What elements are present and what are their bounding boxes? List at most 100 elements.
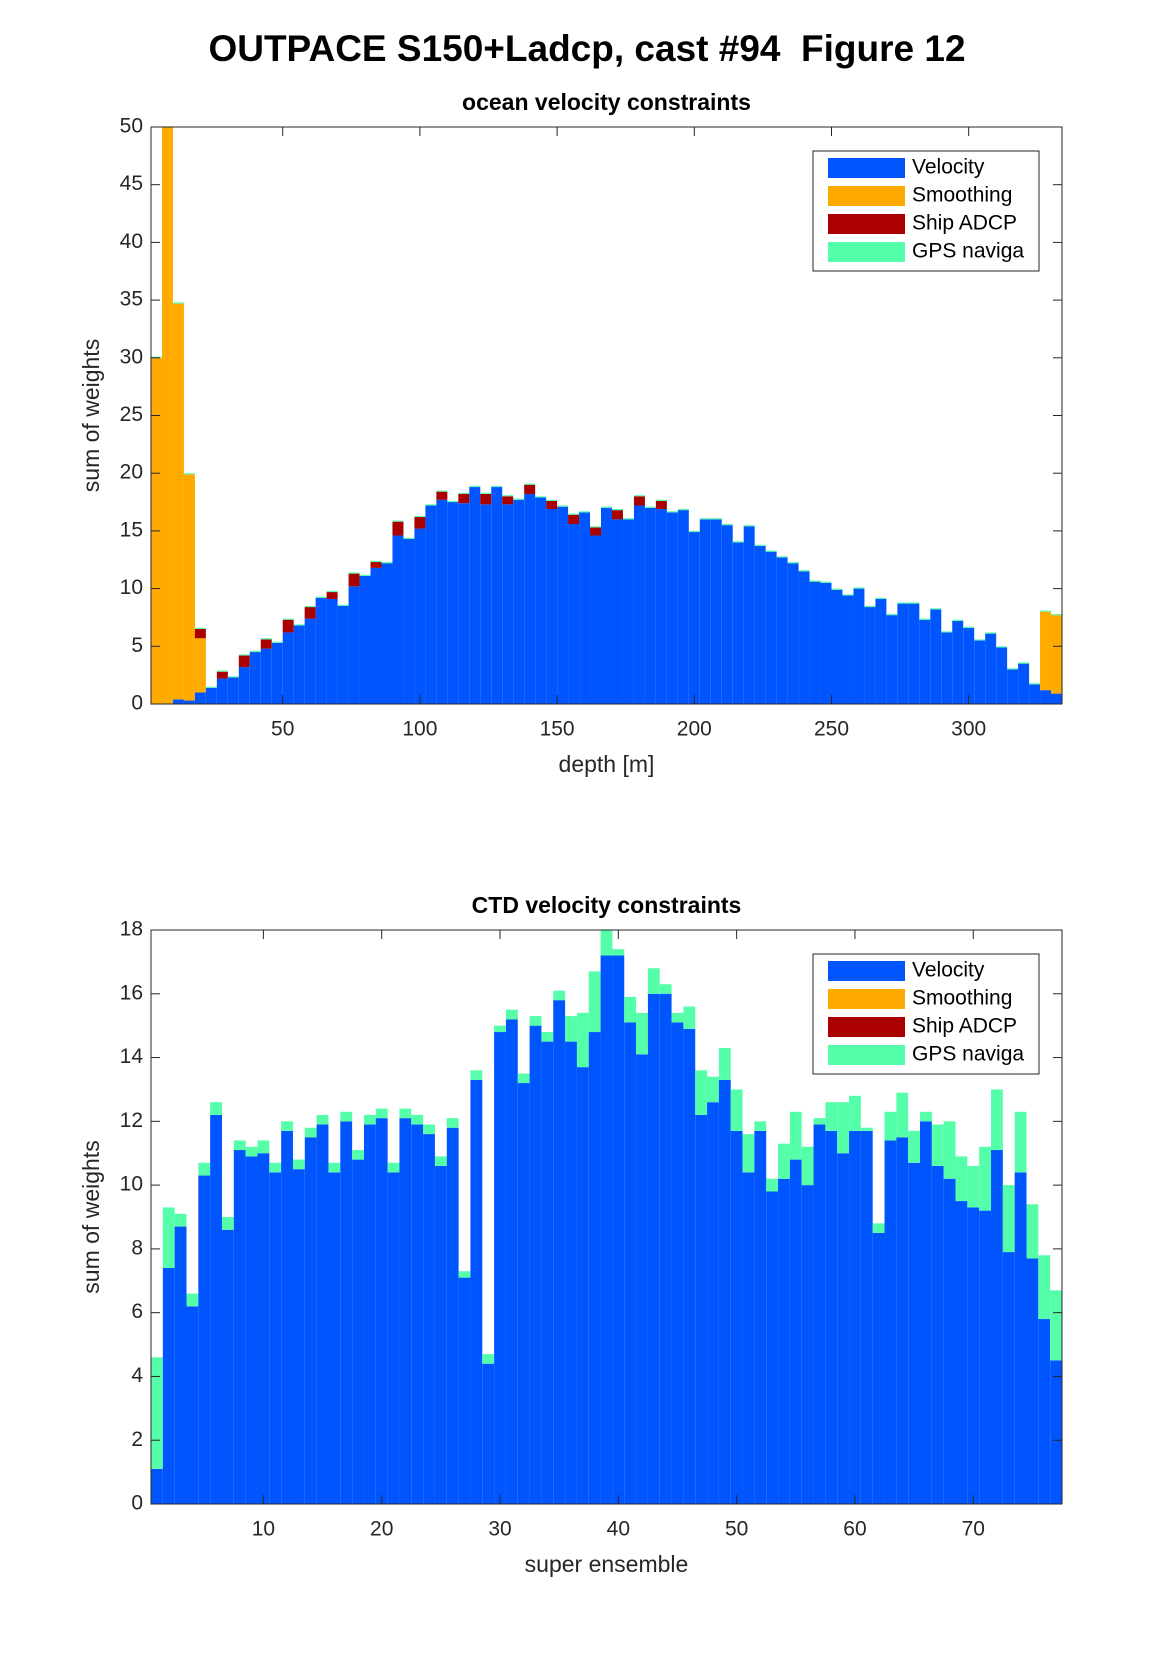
bar-segment <box>688 530 700 533</box>
bar-segment <box>872 1232 885 1504</box>
y-tick-label: 16 <box>120 981 143 1004</box>
bar-segment <box>281 1130 293 1504</box>
bar-segment <box>985 633 997 704</box>
bar-segment <box>436 490 448 492</box>
legend-label: GPS naviga <box>912 1043 1024 1066</box>
legend: Velocity Smoothing Ship ADCP GPS naviga <box>812 150 1040 272</box>
bar-segment <box>370 560 382 563</box>
x-tick-label: 10 <box>252 1518 275 1541</box>
bar-segment <box>174 1213 187 1227</box>
bar-segment <box>423 1124 435 1135</box>
bar-segment <box>381 563 393 704</box>
bar-segment <box>1051 615 1062 694</box>
bar-segment <box>257 1140 270 1154</box>
bar-segment <box>529 1025 542 1504</box>
bar-segment <box>513 499 525 704</box>
bar-segment <box>718 1047 731 1080</box>
bar-segment <box>414 528 426 704</box>
bar-segment <box>502 496 514 505</box>
bar-segment <box>659 993 672 1504</box>
y-tick-label: 0 <box>131 692 143 715</box>
axes-box <box>150 929 1063 1505</box>
bar-segment <box>787 562 799 564</box>
bar-segment <box>908 1130 921 1163</box>
bar-segment <box>524 483 536 485</box>
bar-segment <box>612 949 625 956</box>
bar-segment <box>210 1114 222 1504</box>
bar-segment <box>837 1153 850 1504</box>
bar-segment <box>931 1124 944 1166</box>
bar-segment <box>524 493 536 704</box>
bar-segment <box>633 495 645 497</box>
bar-segment <box>754 544 766 546</box>
x-tick-label: 30 <box>488 1518 511 1541</box>
bar-segment <box>411 1114 424 1125</box>
bar-segment <box>754 545 766 704</box>
bar-segment <box>579 511 591 513</box>
bar-segment <box>588 1032 601 1504</box>
bar-segment <box>446 1127 459 1504</box>
x-tick-label: 60 <box>843 1518 866 1541</box>
bar-segment <box>943 1178 956 1504</box>
bar-segment <box>541 1032 554 1042</box>
bar-segment <box>482 1363 495 1504</box>
bar-segment <box>1051 613 1062 616</box>
legend-swatch <box>828 242 905 262</box>
bar-segment <box>624 996 637 1023</box>
bar-segment <box>186 1293 199 1307</box>
bar-segment <box>480 504 492 704</box>
bar-segment <box>434 1165 447 1504</box>
legend-label: Ship ADCP <box>912 212 1017 235</box>
bar-segment <box>480 492 492 494</box>
y-axis-label: sum of weights <box>78 1140 104 1293</box>
bar-segment <box>403 538 415 704</box>
bar-segment <box>837 1102 850 1154</box>
bar-segment <box>699 519 711 704</box>
bar-segment <box>245 1146 258 1157</box>
bar-segment <box>436 491 448 500</box>
bar-segment <box>233 1140 246 1151</box>
bar-segment <box>370 562 382 568</box>
x-tick-label: 40 <box>607 1518 630 1541</box>
bar-segment <box>1026 1204 1039 1259</box>
bar-segment <box>162 1207 175 1269</box>
bar-segment <box>789 1111 802 1160</box>
bar-segment <box>174 1226 187 1504</box>
bar-segment <box>647 968 660 994</box>
bar-segment <box>655 499 667 501</box>
bar-segment <box>633 505 645 704</box>
bar-segment <box>1029 684 1041 704</box>
y-tick-label: 14 <box>120 1045 144 1068</box>
bar-segment <box>742 1134 755 1173</box>
bar-segment <box>1007 668 1019 670</box>
bar-segment <box>172 699 184 704</box>
bar-segment <box>565 1016 577 1042</box>
bar-segment <box>505 1009 518 1020</box>
bar-segment <box>541 1041 554 1504</box>
bar-segment <box>974 640 986 704</box>
bar-segment <box>352 1150 364 1160</box>
bar-segment <box>210 1102 222 1115</box>
bar-segment <box>535 496 547 498</box>
bar-segment <box>328 1162 341 1173</box>
bar-segment <box>458 503 470 704</box>
bar-segment <box>326 598 338 704</box>
bar-segment <box>600 930 613 956</box>
y-tick-label: 20 <box>120 461 143 484</box>
bar-segment <box>1050 1290 1062 1361</box>
bar-segment <box>979 1210 992 1504</box>
bar-segment <box>655 500 667 509</box>
bar-segment <box>886 615 898 704</box>
bar-segment <box>853 587 865 589</box>
bar-segment <box>622 519 634 704</box>
bar-segment <box>392 520 404 522</box>
y-tick-label: 15 <box>120 518 143 541</box>
bar-segment <box>919 618 931 620</box>
bar-segment <box>205 686 217 688</box>
bars <box>151 127 1062 704</box>
y-tick-label: 45 <box>120 172 143 195</box>
x-tick-label: 150 <box>540 718 575 741</box>
bar-segment <box>884 1111 897 1141</box>
bar-segment <box>576 1067 589 1504</box>
bar-segment <box>326 592 338 599</box>
